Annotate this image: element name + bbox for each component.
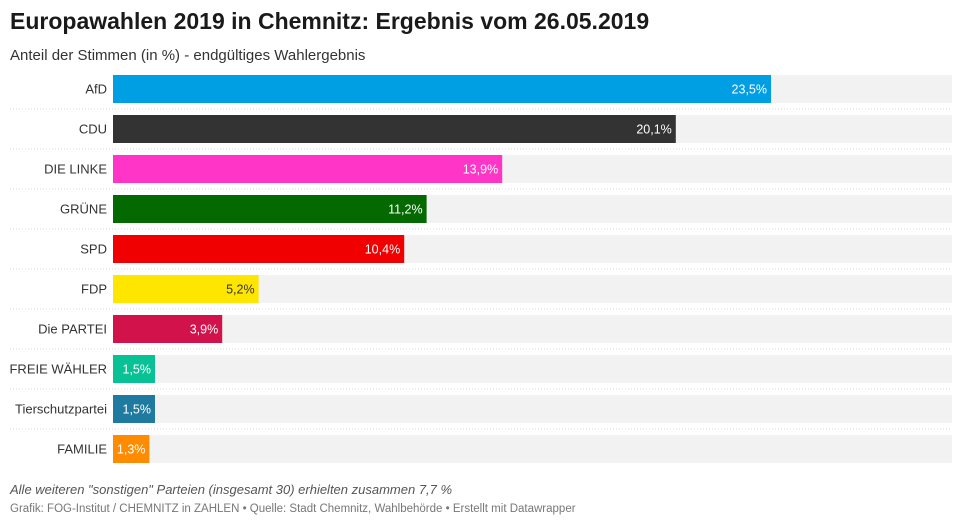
value-label-tierschutzpartei: 1,5% [123,403,152,417]
category-label-tierschutzpartei: Tierschutzpartei [15,402,107,417]
value-label-familie: 1,3% [117,443,146,457]
value-label-die-partei: 3,9% [190,323,219,337]
chart-title: Europawahlen 2019 in Chemnitz: Ergebnis … [10,8,650,34]
bar-track-freie-wahler [113,355,952,383]
chart-footer: Grafik: FOG-Institut / CHEMNITZ in ZAHLE… [10,503,576,515]
chart-subtitle: Anteil der Stimmen (in %) - endgültiges … [10,47,366,64]
bar-familie [113,435,150,463]
bar-track-die-partei [113,315,952,343]
value-label-fdp: 5,2% [226,283,255,297]
bar-cdu [113,115,676,143]
bar-fdp [113,275,259,303]
value-label-freie-wahler: 1,5% [123,363,152,377]
value-label-afd: 23,5% [732,83,767,97]
chart-note: Alle weiteren "sonstigen" Parteien (insg… [10,482,453,497]
bar-afd [113,75,771,103]
value-label-spd: 10,4% [365,243,400,257]
bar-spd [113,235,405,263]
bar-freie-wahler [113,355,155,383]
category-label-fdp: FDP [81,282,107,297]
value-label-grune: 11,2% [388,203,423,217]
category-label-grune: GRÜNE [60,202,107,217]
bar-die-partei [113,315,223,343]
category-label-afd: AfD [85,82,107,97]
category-label-die-linke: DIE LINKE [44,162,107,177]
bar-chart: AfD 23,5% CDU 20,1% DIE LINKE 13,9% GRÜNE 11,2%… [9,75,952,463]
bar-die-linke [113,155,503,183]
value-label-die-linke: 13,9% [463,163,498,177]
category-label-cdu: CDU [79,122,107,137]
bar-track-tierschutzpartei [113,395,952,423]
category-label-freie-wahler: FREIE WÄHLER [9,362,107,377]
bar-track-familie [113,435,952,463]
bar-grune [113,195,427,223]
category-label-spd: SPD [80,242,107,257]
category-label-die-partei: Die PARTEI [38,322,107,337]
category-label-familie: FAMILIE [57,442,107,457]
value-label-cdu: 20,1% [636,123,671,137]
bar-tierschutzpartei [113,395,155,423]
